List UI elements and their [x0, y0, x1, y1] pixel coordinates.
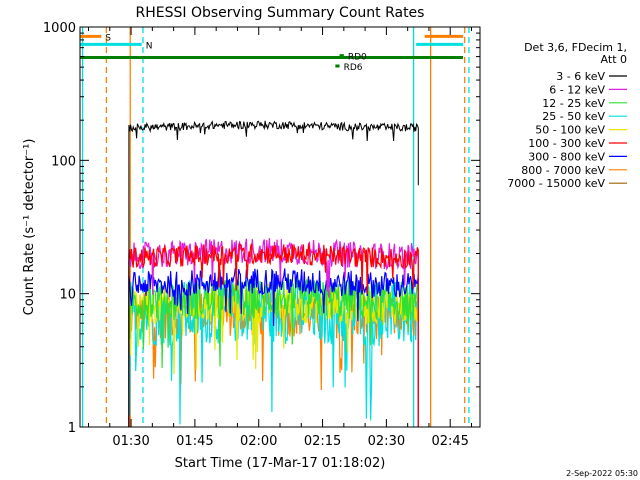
legend-label-1: 6 - 12 keV	[549, 83, 605, 96]
footer-timestamp: 2-Sep-2022 05:30	[566, 469, 638, 478]
legend-label-8: 7000 - 15000 keV	[507, 177, 605, 190]
x-tick-label-4: 02:30	[368, 434, 405, 449]
chart-title: RHESSI Observing Summary Count Rates	[136, 5, 425, 21]
x-axis-label: Start Time (17-Mar-17 01:18:02)	[175, 456, 386, 471]
y-tick-label-0: 1	[68, 421, 76, 436]
y-tick-label-3: 1000	[43, 21, 76, 36]
flag-label-1: N	[146, 41, 153, 51]
legend-label-5: 100 - 300 keV	[528, 137, 605, 150]
series-0	[128, 120, 419, 427]
x-tick-label-3: 02:15	[304, 434, 341, 449]
series-5	[128, 242, 419, 427]
series-3	[128, 277, 419, 427]
x-tick-label-5: 02:45	[431, 434, 468, 449]
x-tick-label-1: 01:45	[176, 434, 213, 449]
legend-label-3: 25 - 50 keV	[542, 110, 605, 123]
legend-header-0: Det 3,6, FDecim 1,	[524, 41, 627, 54]
x-tick-label-0: 01:30	[112, 434, 149, 449]
flag-label-3: RD0	[348, 53, 367, 63]
flag-label-0: S	[105, 33, 111, 43]
legend-label-6: 300 - 800 keV	[528, 150, 605, 163]
series-6	[128, 267, 419, 427]
legend-label-4: 50 - 100 keV	[535, 124, 605, 137]
legend-label-0: 3 - 6 keV	[556, 70, 605, 83]
flag-label-4: RD6	[344, 63, 363, 73]
x-tick-label-2: 02:00	[240, 434, 277, 449]
axes: 01:30 01:45 02:00 02:15 02:30 02:45 1 10 100 1000	[43, 21, 480, 449]
y-tick-label-2: 100	[51, 154, 76, 169]
y-tick-label-1: 10	[59, 288, 76, 303]
legend-label-7: 800 - 7000 keV	[521, 164, 605, 177]
legend-label-2: 12 - 25 keV	[542, 97, 605, 110]
plot-frame	[79, 26, 481, 428]
y-axis-label: Count Rate (s⁻¹ detector⁻¹)	[22, 139, 37, 316]
legend-header-1: Att 0	[601, 53, 627, 66]
